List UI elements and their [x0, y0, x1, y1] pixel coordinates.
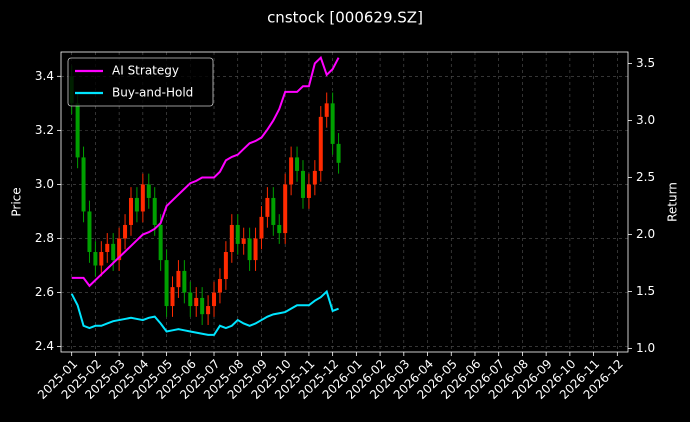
- candle-body: [146, 184, 151, 198]
- y2-tick-label: 1.0: [636, 341, 655, 355]
- candle-body: [247, 238, 252, 261]
- y2-tick-label: 3.5: [636, 56, 655, 70]
- y-tick-label: 2.8: [35, 231, 54, 245]
- candle-body: [229, 224, 234, 252]
- candle-body: [117, 238, 122, 261]
- candle-body: [158, 224, 163, 261]
- candle-body: [99, 252, 104, 266]
- y-tick-label: 2.4: [35, 339, 54, 353]
- candle-body: [283, 184, 288, 234]
- candle-body: [289, 157, 294, 185]
- candle-body: [188, 292, 193, 307]
- legend-label: AI Strategy: [112, 64, 179, 78]
- candle-body: [253, 238, 258, 261]
- chart-title: cnstock [000629.SZ]: [267, 9, 423, 27]
- candle-body: [81, 157, 86, 212]
- legend: AI Strategy Buy-and-Hold: [67, 57, 214, 107]
- candle-body: [277, 224, 282, 234]
- candle-body: [87, 211, 92, 252]
- candle-body: [128, 197, 133, 225]
- candle-body: [330, 103, 335, 144]
- candle-body: [312, 170, 317, 185]
- candle-body: [259, 216, 264, 239]
- y2-tick-label: 2.0: [636, 227, 655, 241]
- candle-body: [318, 116, 323, 171]
- candle-body: [75, 103, 80, 158]
- plot-frame: [60, 51, 629, 353]
- candle-body: [212, 292, 217, 307]
- candle-body: [295, 157, 300, 171]
- candle-body: [170, 287, 175, 307]
- y2-tick-label: 3.0: [636, 113, 655, 127]
- series-line: [71, 55, 340, 288]
- y-tick-label: 3.0: [35, 177, 54, 191]
- candle-body: [134, 197, 139, 212]
- candle-body: [123, 224, 128, 239]
- series-line: [70, 289, 339, 336]
- candle-body: [324, 103, 329, 117]
- candle-body: [271, 197, 276, 225]
- candle-body: [194, 297, 199, 307]
- candle-body: [140, 184, 145, 212]
- candle-body: [152, 197, 157, 225]
- candle-body: [300, 170, 305, 198]
- candle-body: [176, 270, 181, 288]
- y-axis-label: Price: [10, 187, 24, 216]
- candle-body: [93, 252, 98, 266]
- candle-body: [223, 252, 228, 280]
- legend-label: Buy-and-Hold: [112, 86, 193, 100]
- y-tick-label: 3.2: [35, 123, 54, 137]
- candle-body: [111, 243, 116, 261]
- candle-body: [105, 243, 110, 252]
- y2-axis-label: Return: [666, 182, 680, 222]
- candle-body: [200, 297, 205, 315]
- y-tick-label: 2.6: [35, 285, 54, 299]
- candle-body: [241, 238, 246, 244]
- candle-body: [164, 260, 169, 307]
- y2-tick-label: 1.5: [636, 284, 655, 298]
- y-tick-label: 3.4: [35, 69, 54, 83]
- candle-body: [336, 143, 341, 163]
- legend-box: [67, 57, 214, 107]
- candle-body: [265, 197, 270, 217]
- candle-body: [182, 270, 187, 293]
- candle-body: [235, 224, 240, 244]
- candle-body: [306, 184, 311, 198]
- candle-body: [206, 306, 211, 315]
- y2-tick-label: 2.5: [636, 170, 655, 184]
- candle-body: [217, 279, 222, 293]
